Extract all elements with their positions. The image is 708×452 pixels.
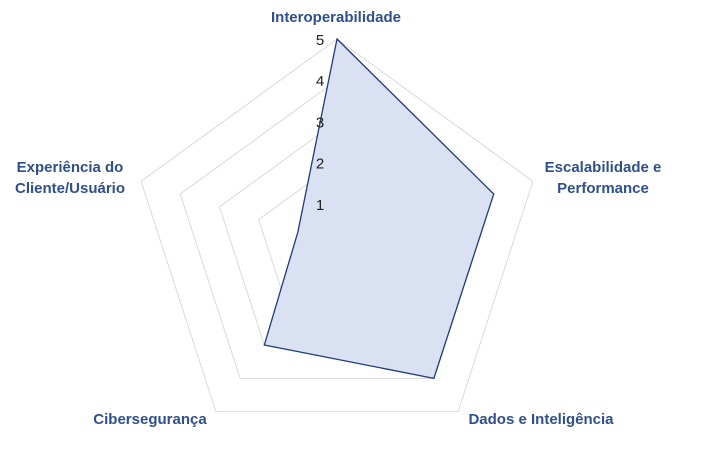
tick-label: 2	[316, 156, 324, 173]
axis-label: Experiência do Cliente/Usuário	[15, 159, 125, 197]
radar-series	[263, 37, 495, 380]
axis-label: Interoperabilidade	[271, 9, 401, 26]
tick-label: 1	[316, 197, 324, 214]
series-area	[263, 37, 495, 380]
grid-ring-5	[140, 38, 534, 413]
axis-label: Dados e Inteligência	[468, 411, 614, 428]
axis-label: Cibersegurança	[93, 411, 207, 428]
axis-label: Escalabilidade e Performance	[545, 159, 662, 197]
tick-label: 4	[316, 73, 324, 90]
axis-labels: Interoperabilidade Escalabilidade e Perfor…	[15, 9, 661, 428]
tick-label: 5	[316, 32, 324, 49]
radial-tick-labels: 1 2 3 4 5	[316, 32, 324, 214]
tick-label: 3	[316, 114, 324, 131]
